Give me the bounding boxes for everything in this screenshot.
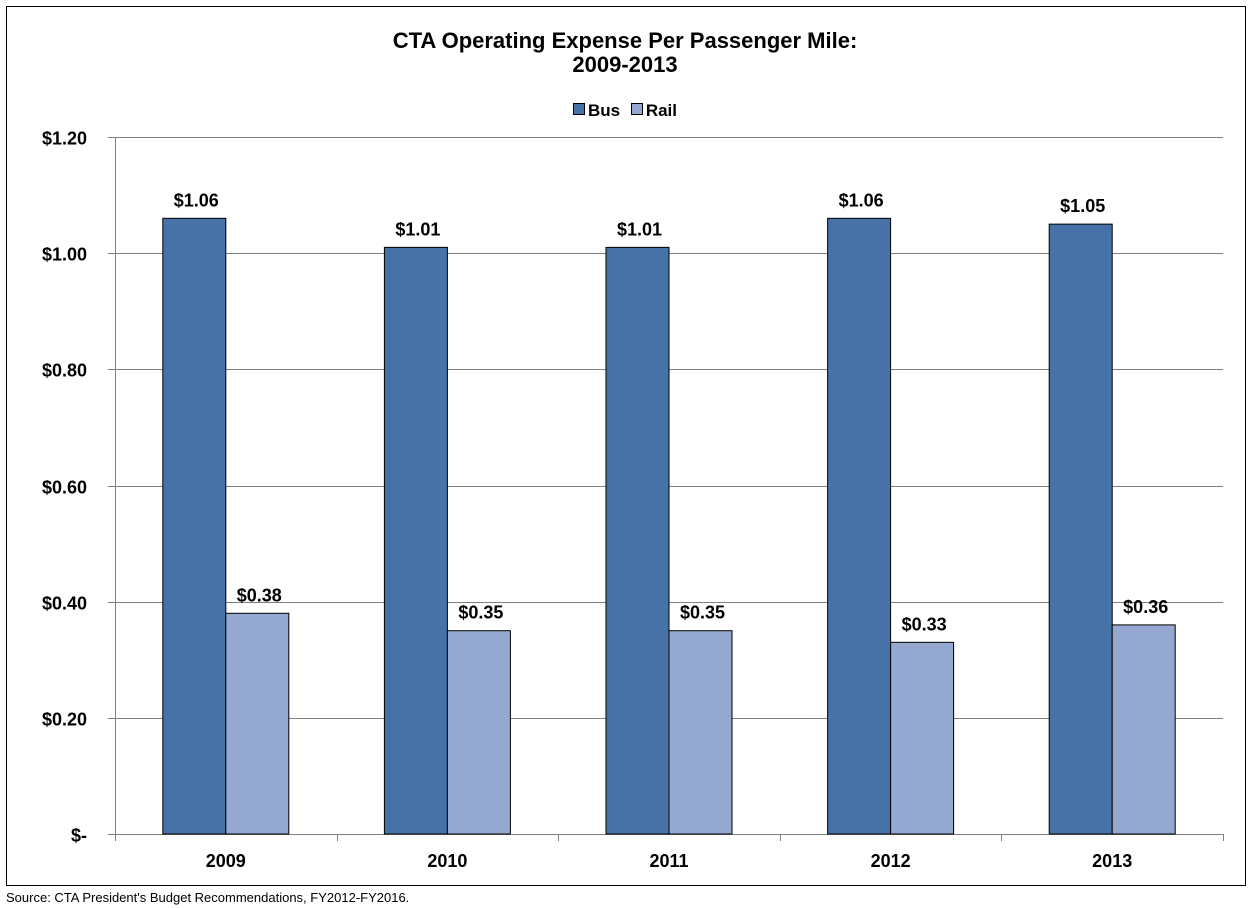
legend-item-rail: Rail <box>630 101 678 121</box>
legend-label-bus: Bus <box>587 101 621 120</box>
data-label-bus: $1.06 <box>174 190 219 210</box>
data-label-bus: $1.01 <box>617 219 662 239</box>
x-tick-label: 2013 <box>1092 851 1132 871</box>
data-label-rail: $0.33 <box>902 614 947 634</box>
chart-title: CTA Operating Expense Per Passenger Mile… <box>392 28 858 53</box>
y-tick-label: $0.60 <box>42 478 87 498</box>
chart-frame <box>6 6 1246 886</box>
legend-label-rail: Rail <box>645 101 678 120</box>
bar-bus <box>1048 223 1113 835</box>
data-label-bus: $1.01 <box>395 219 440 239</box>
bar-bus <box>162 217 227 835</box>
x-tick-label: 2011 <box>649 851 688 871</box>
y-tick-label: $0.80 <box>42 361 87 381</box>
legend-swatch-bus <box>572 103 585 115</box>
x-tick-label: 2009 <box>206 851 246 871</box>
bar-bus <box>605 246 670 835</box>
bar-rail <box>890 641 955 835</box>
y-tick-label: $1.00 <box>42 245 87 265</box>
data-label-rail: $0.38 <box>237 585 282 605</box>
y-tick-label: $- <box>71 826 87 846</box>
bar-rail <box>668 630 733 835</box>
bar-bus <box>383 246 448 835</box>
source-footnote: Source: CTA President's Budget Recommend… <box>6 890 410 905</box>
bar-rail <box>1111 624 1176 835</box>
data-label-rail: $0.35 <box>680 603 725 623</box>
y-tick-label: $0.20 <box>42 710 87 730</box>
chart-legend: Bus Rail <box>0 101 1250 121</box>
legend-swatch-rail <box>630 103 643 115</box>
legend-item-bus: Bus <box>572 101 621 121</box>
data-label-bus: $1.05 <box>1060 196 1105 216</box>
y-tick-label: $1.20 <box>42 129 87 149</box>
bar-rail <box>446 630 511 835</box>
data-label-rail: $0.36 <box>1123 597 1168 617</box>
chart-subtitle: 2009-2013 <box>572 52 678 77</box>
y-tick-label: $0.40 <box>42 594 87 614</box>
data-label-bus: $1.06 <box>839 190 884 210</box>
x-tick-label: 2012 <box>871 851 911 871</box>
x-tick-label: 2010 <box>427 851 467 871</box>
bar-rail <box>225 612 290 835</box>
bar-bus <box>827 217 892 835</box>
data-label-rail: $0.35 <box>458 603 503 623</box>
